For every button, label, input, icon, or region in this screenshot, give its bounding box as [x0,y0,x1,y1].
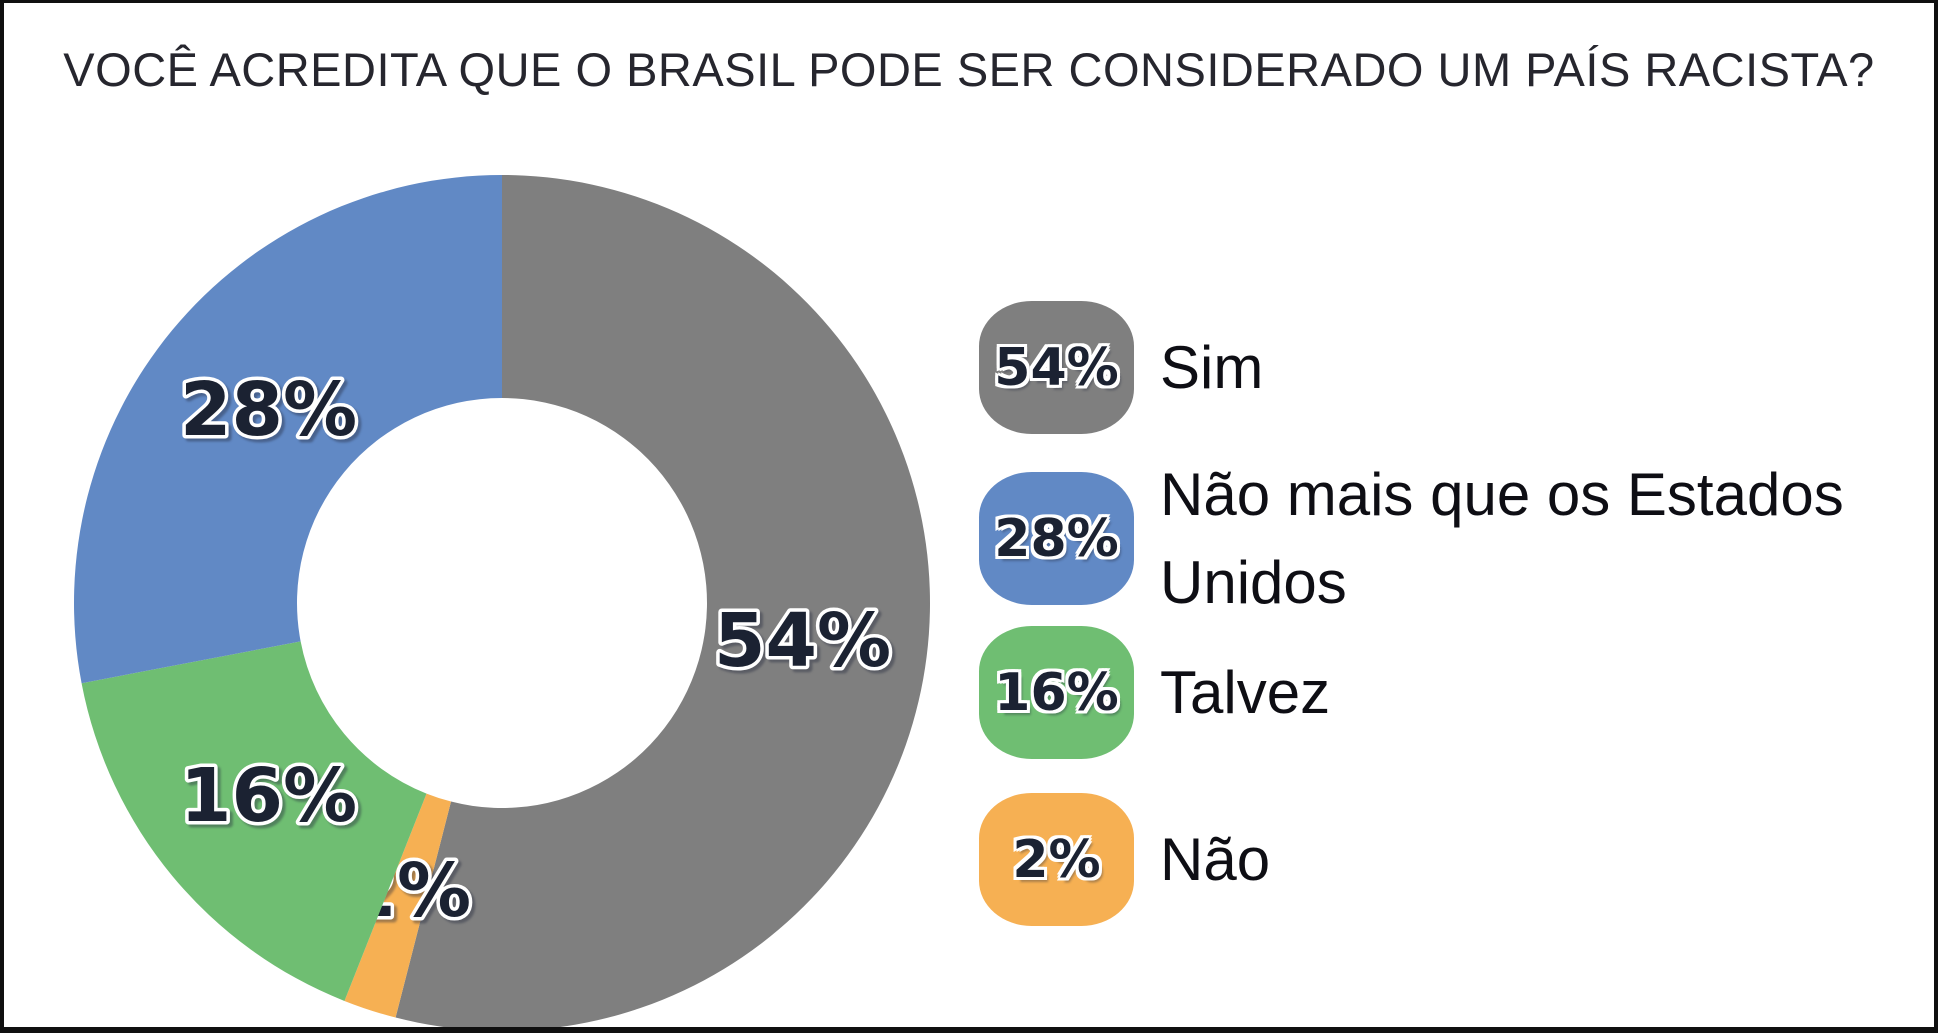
legend-value-sim: 54% [994,337,1119,398]
legend-label-sim: Sim [1160,333,1264,401]
legend-item-talvez: 16% Talvez [979,626,1330,759]
legend-item-nao-mais-eua: 28% Não mais que os Estados Unidos [979,451,1909,626]
slice-value-label-3: 28% [180,367,357,453]
legend-swatch-talvez: 16% [979,626,1134,759]
donut-slice-0 [395,175,930,1027]
slice-value-label-0: 54% [714,598,891,684]
legend-value-nao: 2% [1012,829,1101,890]
legend: 54% Sim 28% Não mais que os Estados Unid… [979,3,1909,1027]
legend-label-nao-mais-eua: Não mais que os Estados Unidos [1160,461,1844,616]
chart-title: VOCÊ ACREDITA QUE O BRASIL PODE SER CONS… [63,43,1875,96]
legend-swatch-nao: 2% [979,793,1134,926]
legend-swatch-sim: 54% [979,301,1134,434]
legend-swatch-nao-mais-eua: 28% [979,472,1134,606]
donut-chart-svg: 54%2%16%28% [73,175,930,1027]
donut-slice-2 [81,641,427,1001]
legend-value-talvez: 16% [994,662,1119,723]
legend-item-sim: 54% Sim [979,301,1263,434]
legend-value-nao-mais-eua: 28% [994,508,1119,569]
legend-label-talvez: Talvez [1160,658,1331,726]
donut-slice-1 [344,793,452,1018]
donut-chart: 54% 2% 16% 28% [70,171,934,1027]
slice-value-label-2: 16% [180,753,357,839]
donut-slice-3 [73,175,503,684]
legend-item-nao: 2% Não [979,793,1270,926]
legend-label-nao: Não [1160,825,1271,893]
